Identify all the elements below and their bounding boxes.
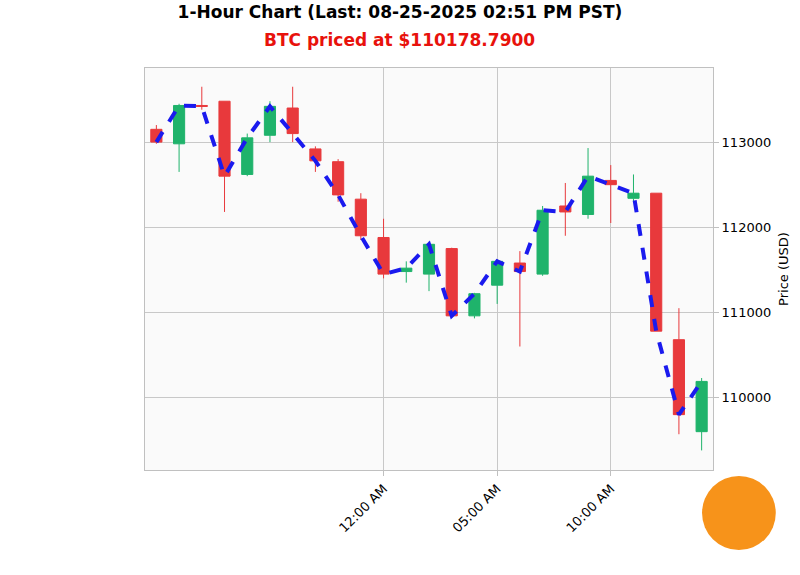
svg-text:12:00 AM: 12:00 AM (336, 481, 390, 535)
svg-text:10:00 AM: 10:00 AM (563, 481, 617, 535)
svg-text:113000: 113000 (722, 135, 772, 150)
svg-text:111000: 111000 (722, 305, 772, 320)
svg-text:05:00 AM: 05:00 AM (450, 481, 504, 535)
svg-text:BTC priced at $110178.7900: BTC priced at $110178.7900 (264, 30, 535, 50)
svg-text:110000: 110000 (722, 390, 772, 405)
svg-text:112000: 112000 (722, 220, 772, 235)
svg-text:Price (USD): Price (USD) (776, 232, 791, 306)
svg-text:1-Hour Chart (Last: 08-25-2025: 1-Hour Chart (Last: 08-25-2025 02:51 PM … (178, 2, 623, 22)
